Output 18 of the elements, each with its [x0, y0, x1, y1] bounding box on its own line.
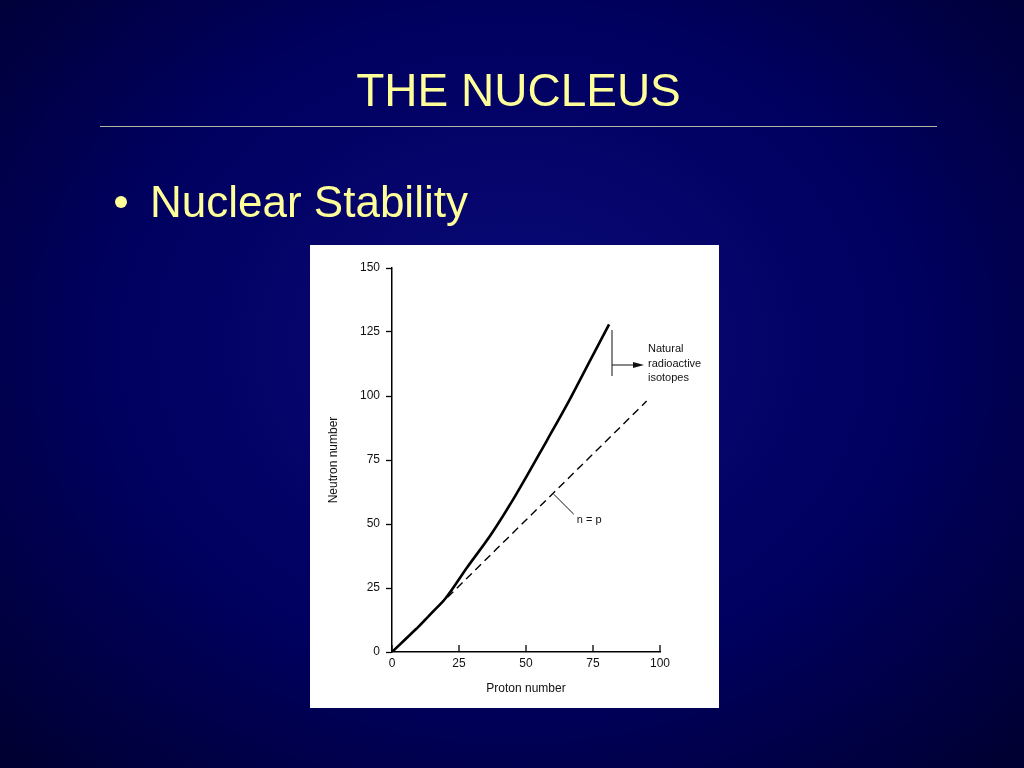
x-tick-label: 0 [388, 655, 396, 670]
y-tick-label: 150 [359, 260, 381, 275]
chart-title: THE NUCLEUS [355, 63, 682, 118]
y-tick-label: 0 [373, 644, 381, 659]
y-tick-label: 75 [366, 452, 381, 467]
annotation: Natural radioactive isotopes [648, 342, 702, 384]
y-axis-title: Neutron number [325, 416, 340, 504]
x-tick-label: 100 [649, 655, 671, 670]
y-tick-label: 125 [359, 324, 381, 339]
y-tick-label: 50 [366, 516, 381, 531]
annotation: n = p [576, 513, 602, 526]
x-axis-title: Proton number [486, 681, 566, 696]
chart-subtitle: Nuclear Stability [150, 176, 468, 228]
x-tick-label: 75 [586, 655, 600, 670]
y-tick-label: 100 [359, 388, 381, 403]
x-tick-label: 50 [519, 655, 533, 670]
y-tick-label: 25 [366, 580, 381, 595]
x-tick-label: 25 [452, 655, 466, 670]
